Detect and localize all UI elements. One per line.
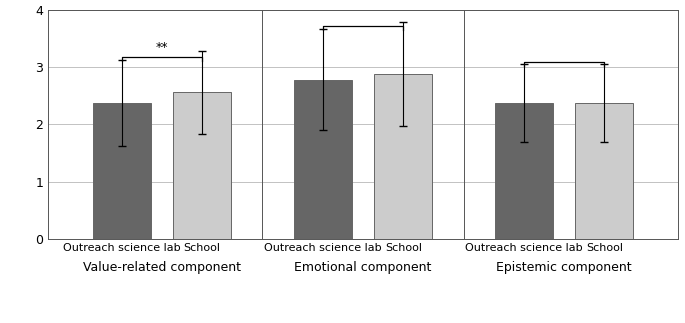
- Text: Epistemic component: Epistemic component: [497, 261, 632, 274]
- Text: **: **: [155, 41, 169, 54]
- Bar: [495, 103, 553, 239]
- Bar: [294, 80, 352, 239]
- Bar: [173, 92, 232, 239]
- Text: Emotional component: Emotional component: [295, 261, 432, 274]
- Bar: [92, 103, 151, 239]
- Bar: [374, 74, 432, 239]
- Text: Value-related component: Value-related component: [83, 261, 241, 274]
- Bar: [575, 103, 634, 239]
